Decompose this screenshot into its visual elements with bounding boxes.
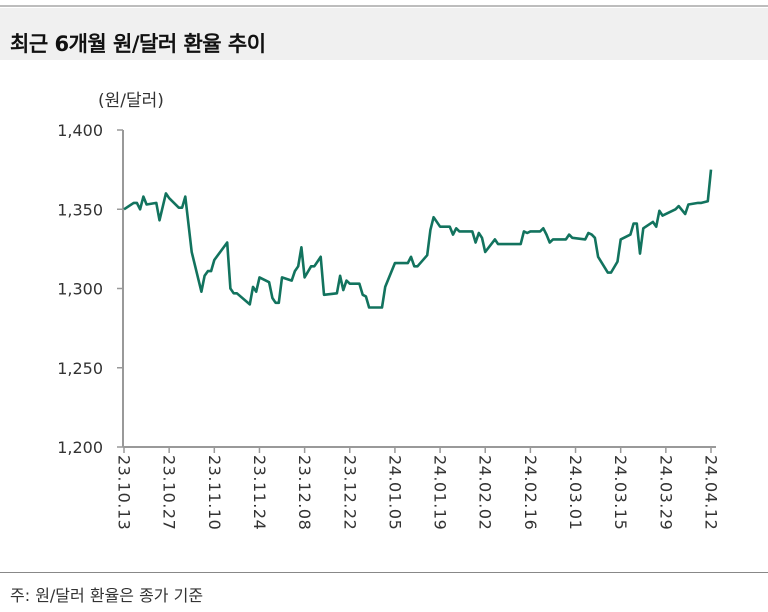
header-band: 최근 6개월 원/달러 환율 추이 [0, 8, 768, 60]
x-tick-label: 23.11.10 [204, 455, 224, 531]
y-tick-label: 1,400 [57, 121, 103, 140]
x-tick-label: 23.12.08 [295, 455, 315, 531]
chart-title: 최근 6개월 원/달러 환율 추이 [10, 32, 266, 56]
y-tick-label: 1,350 [57, 200, 103, 219]
x-tick-label: 24.03.29 [656, 455, 676, 531]
x-tick-label: 23.10.13 [114, 455, 134, 531]
footer-rule [0, 572, 768, 573]
x-tick-label: 24.01.05 [385, 455, 405, 531]
y-tick-label: 1,300 [57, 280, 103, 299]
top-rule [0, 5, 768, 7]
x-tick-label: 23.11.24 [249, 455, 269, 531]
x-tick-label: 24.02.16 [520, 455, 540, 531]
y-tick-label: 1,200 [57, 438, 103, 457]
x-tick-label: 23.10.27 [159, 455, 179, 531]
x-tick-label: 24.04.12 [701, 455, 721, 531]
y-axis-unit-label: (원/달러) [98, 91, 164, 111]
x-tick-label: 24.01.19 [430, 455, 450, 531]
x-tick-label: 24.02.02 [475, 455, 495, 531]
x-tick-label: 24.03.15 [611, 455, 631, 531]
x-tick-label: 23.12.22 [340, 455, 360, 531]
y-tick-label: 1,250 [57, 359, 103, 378]
exchange-rate-line [123, 169, 713, 309]
footnote: 주: 원/달러 환율은 종가 기준 [10, 586, 204, 605]
x-tick-label: 24.03.01 [566, 455, 586, 531]
